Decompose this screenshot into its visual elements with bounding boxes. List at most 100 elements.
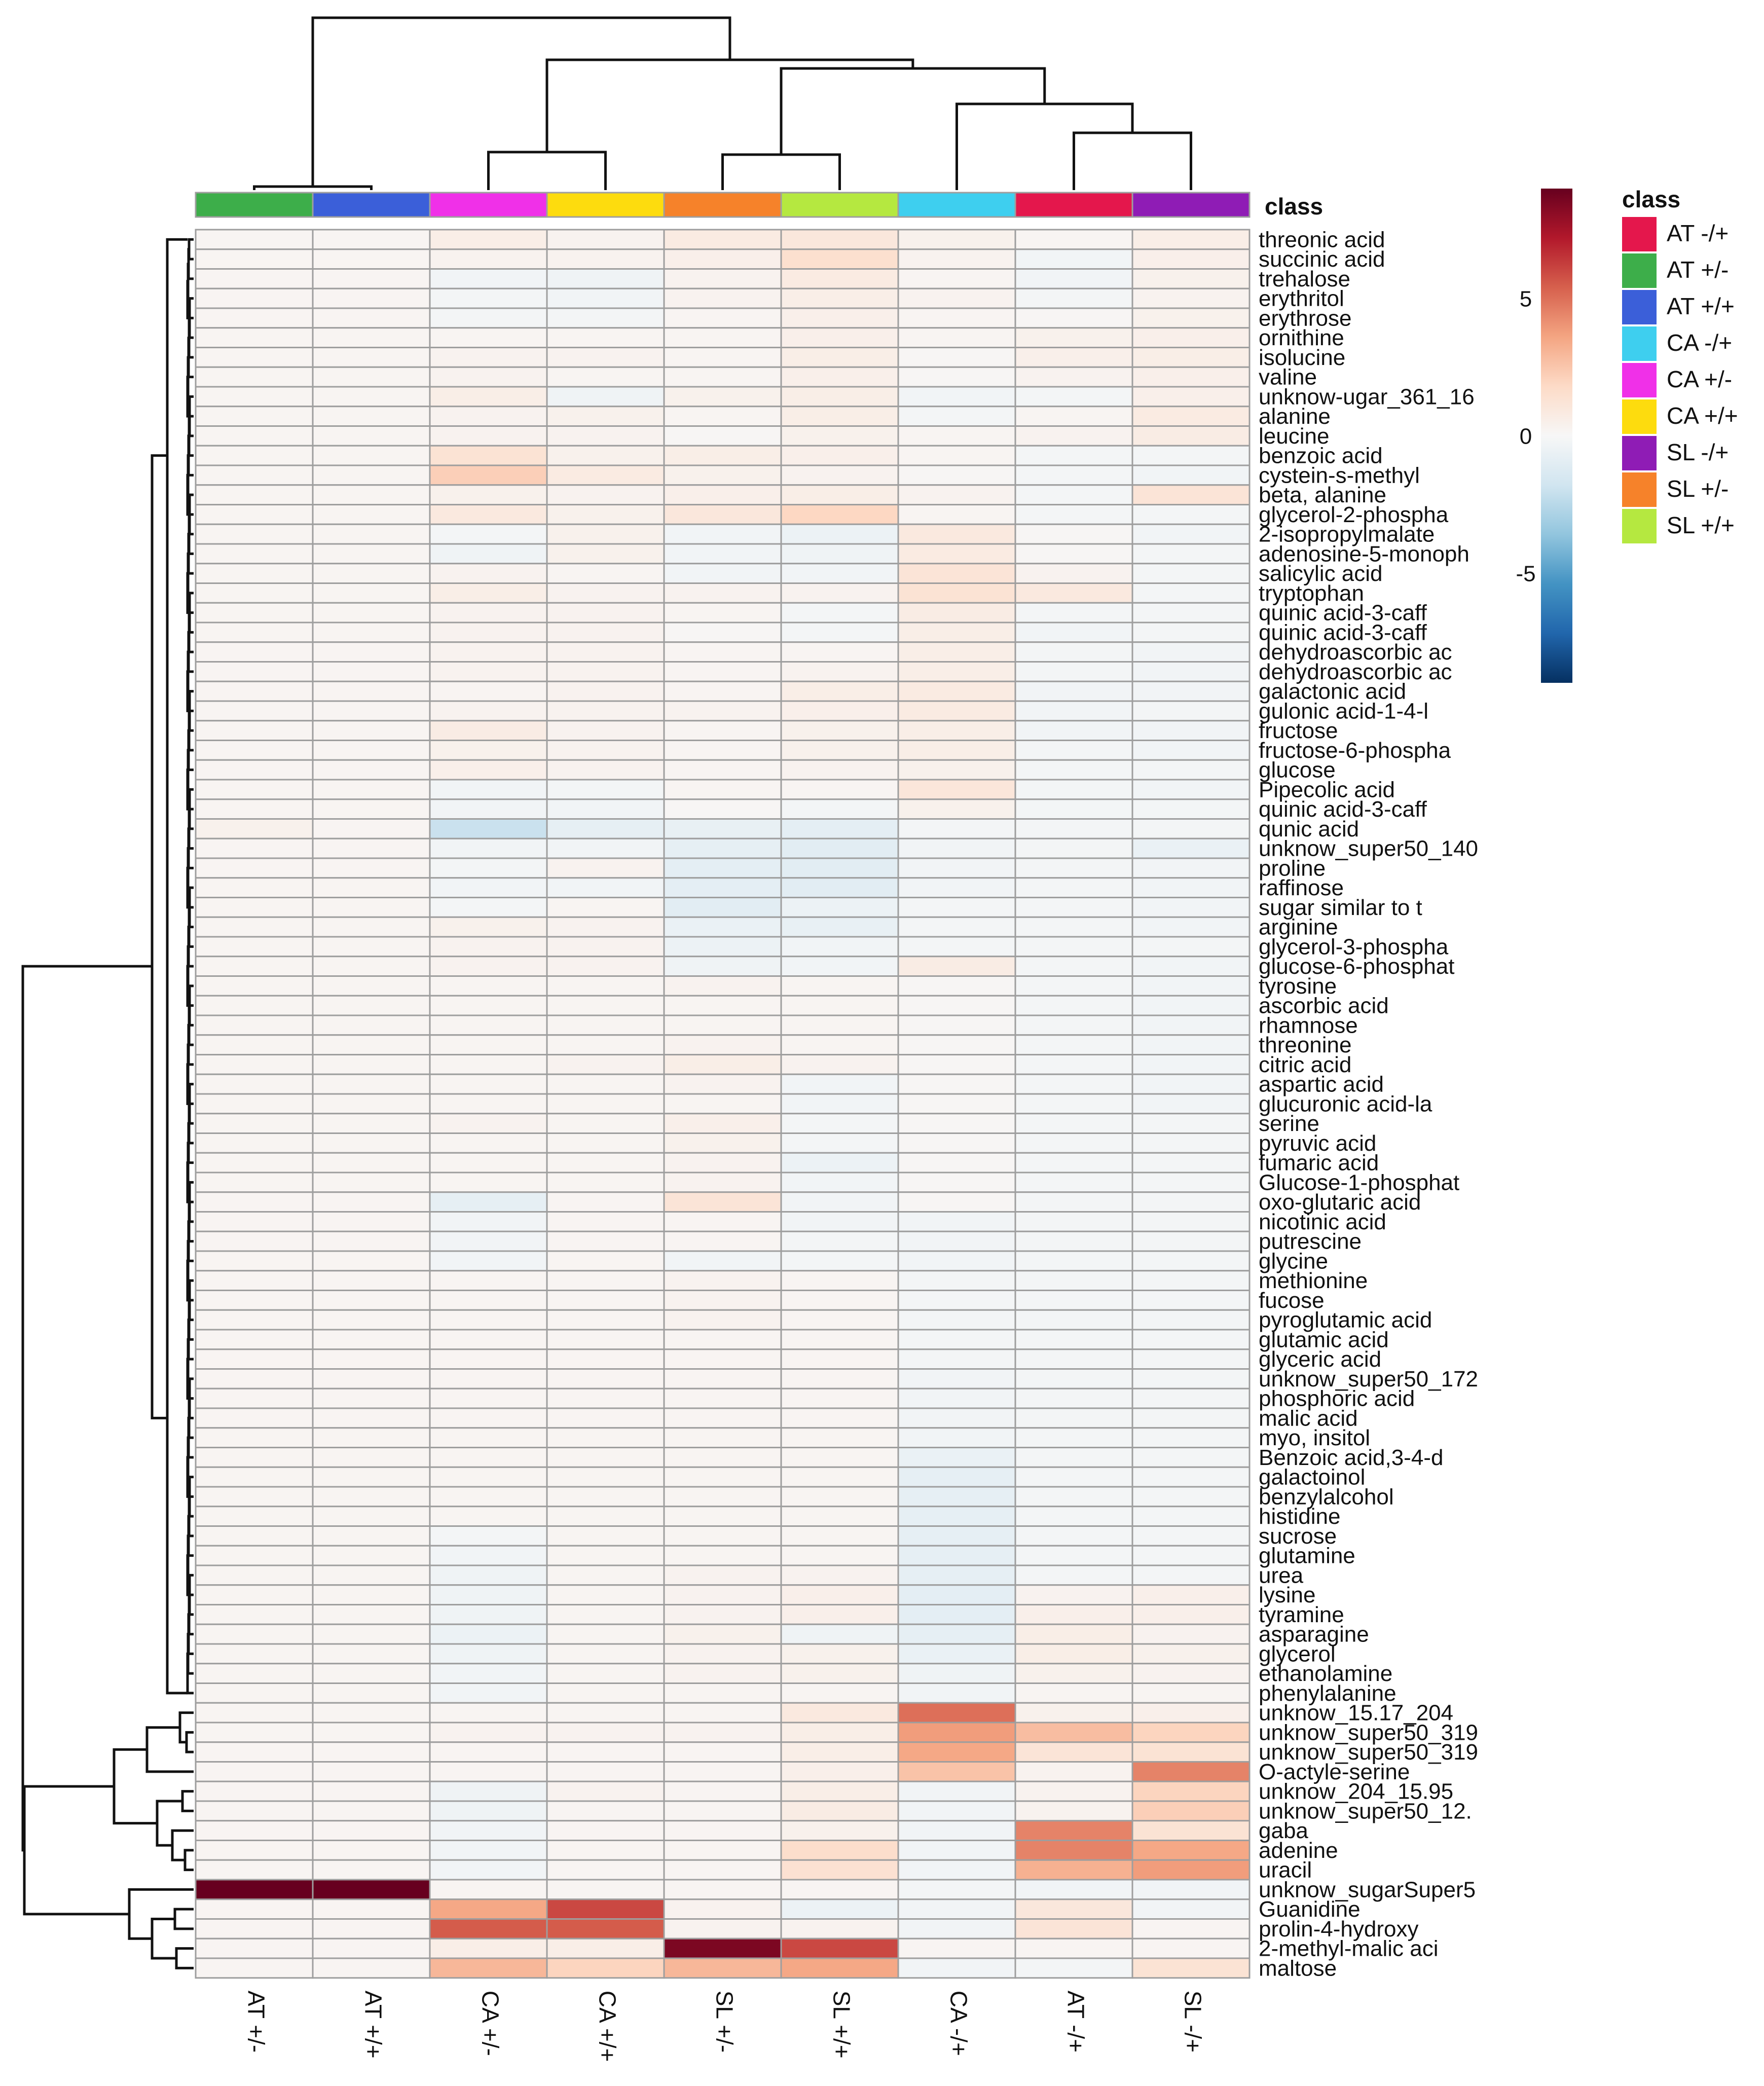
heatmap-cell bbox=[195, 464, 314, 486]
heatmap-cell bbox=[663, 1014, 782, 1036]
heatmap-cell bbox=[312, 680, 431, 702]
row-label: raffinose bbox=[1259, 875, 1344, 900]
heatmap-cell bbox=[429, 779, 548, 800]
heatmap-cell bbox=[780, 229, 899, 250]
heatmap-cell bbox=[429, 1525, 548, 1547]
row-label: succinic acid bbox=[1259, 247, 1385, 272]
heatmap-cell bbox=[1014, 1132, 1133, 1154]
heatmap-cell bbox=[897, 779, 1016, 800]
heatmap-cell bbox=[546, 1093, 665, 1115]
heatmap-cell bbox=[1014, 700, 1133, 722]
heatmap-cell bbox=[780, 1564, 899, 1586]
heatmap-cell bbox=[780, 366, 899, 388]
legend-label: SL +/+ bbox=[1667, 512, 1735, 538]
heatmap-cell bbox=[663, 1054, 782, 1075]
heatmap-cell bbox=[546, 1506, 665, 1527]
heatmap-cell bbox=[663, 1093, 782, 1115]
heatmap-cell bbox=[663, 1682, 782, 1704]
heatmap-cell bbox=[897, 445, 1016, 466]
column-dendrogram bbox=[253, 16, 1192, 190]
annotation-cell bbox=[195, 192, 314, 218]
heatmap-cell bbox=[897, 1152, 1016, 1174]
heatmap-cell bbox=[663, 720, 782, 741]
heatmap-cell bbox=[546, 268, 665, 289]
row-label: unknow_super50_172 bbox=[1259, 1367, 1478, 1392]
heatmap-cell bbox=[1131, 1014, 1251, 1036]
heatmap-cell bbox=[546, 1329, 665, 1350]
heatmap-cell bbox=[897, 1132, 1016, 1154]
heatmap-cell bbox=[312, 1486, 431, 1508]
heatmap-cell bbox=[195, 1191, 314, 1213]
heatmap-cell bbox=[1014, 1525, 1133, 1547]
annotation-cell bbox=[1014, 192, 1133, 218]
heatmap-cell bbox=[1014, 1682, 1133, 1704]
heatmap-cell bbox=[195, 229, 314, 250]
heatmap-cell bbox=[663, 1407, 782, 1429]
heatmap-cell bbox=[663, 602, 782, 624]
row-label: tyramine bbox=[1259, 1602, 1344, 1627]
column-label: CA +/+ bbox=[594, 1991, 620, 2062]
heatmap-cell bbox=[429, 1859, 548, 1881]
heatmap-cell bbox=[1131, 759, 1251, 781]
heatmap-cell bbox=[429, 1073, 548, 1095]
heatmap-cell bbox=[546, 307, 665, 329]
heatmap-cell bbox=[897, 229, 1016, 250]
heatmap-cell bbox=[312, 563, 431, 584]
heatmap-cell bbox=[1131, 621, 1251, 643]
heatmap-cell bbox=[780, 956, 899, 977]
heatmap-cell bbox=[897, 641, 1016, 663]
heatmap-cell bbox=[897, 1466, 1016, 1488]
heatmap-cell bbox=[429, 1230, 548, 1252]
heatmap-cell bbox=[1131, 661, 1251, 682]
heatmap-cell bbox=[897, 1309, 1016, 1331]
heatmap-cell bbox=[312, 1250, 431, 1272]
heatmap-cell bbox=[546, 621, 665, 643]
row-label: unknow_sugarSuper5 bbox=[1259, 1877, 1476, 1902]
heatmap-cell bbox=[546, 1584, 665, 1605]
legend-label: CA +/+ bbox=[1667, 402, 1738, 429]
heatmap-cell bbox=[780, 1093, 899, 1115]
heatmap-cell bbox=[429, 1584, 548, 1605]
heatmap-cell bbox=[663, 327, 782, 348]
row-label: malic acid bbox=[1259, 1406, 1358, 1431]
heatmap-cell bbox=[195, 504, 314, 525]
heatmap-cell bbox=[1131, 1093, 1251, 1115]
heatmap-cell bbox=[1014, 1643, 1133, 1665]
row-label: arginine bbox=[1259, 915, 1338, 940]
heatmap-cell bbox=[663, 897, 782, 918]
heatmap-cell bbox=[429, 1820, 548, 1841]
heatmap-cell bbox=[429, 798, 548, 820]
heatmap-cell bbox=[663, 543, 782, 565]
heatmap-cell bbox=[663, 1879, 782, 1900]
heatmap-cell bbox=[1131, 1054, 1251, 1075]
heatmap-cell bbox=[312, 798, 431, 820]
heatmap-cell bbox=[312, 1879, 431, 1900]
row-label: erythrose bbox=[1259, 306, 1351, 331]
heatmap-cell bbox=[195, 287, 314, 309]
heatmap-cell bbox=[1014, 1014, 1133, 1036]
annotation-cell bbox=[780, 192, 899, 218]
heatmap-cell bbox=[546, 1918, 665, 1939]
colorbar-tick-label: 5 bbox=[1520, 287, 1532, 312]
heatmap-cell bbox=[1014, 1093, 1133, 1115]
heatmap-cell bbox=[1131, 857, 1251, 879]
heatmap-cell bbox=[429, 1722, 548, 1743]
heatmap-cell bbox=[1014, 995, 1133, 1016]
column-label: AT -/+ bbox=[1062, 1991, 1089, 2053]
heatmap-cell bbox=[1014, 1250, 1133, 1272]
heatmap-cell bbox=[312, 1918, 431, 1939]
annotation-cell bbox=[546, 192, 665, 218]
heatmap-cell bbox=[663, 1152, 782, 1174]
heatmap-cell bbox=[663, 1387, 782, 1409]
heatmap-cell bbox=[897, 484, 1016, 505]
row-label: glutamine bbox=[1259, 1544, 1355, 1568]
heatmap-cell bbox=[780, 268, 899, 289]
row-label: Benzoic acid,3-4-d bbox=[1259, 1445, 1443, 1470]
legend-swatch bbox=[1622, 509, 1657, 543]
heatmap-cell bbox=[780, 1722, 899, 1743]
heatmap-cell bbox=[1131, 837, 1251, 859]
heatmap-cell bbox=[663, 1191, 782, 1213]
heatmap-cell bbox=[195, 936, 314, 958]
heatmap-cell bbox=[663, 1741, 782, 1763]
dendrogram-branch bbox=[151, 454, 167, 1419]
